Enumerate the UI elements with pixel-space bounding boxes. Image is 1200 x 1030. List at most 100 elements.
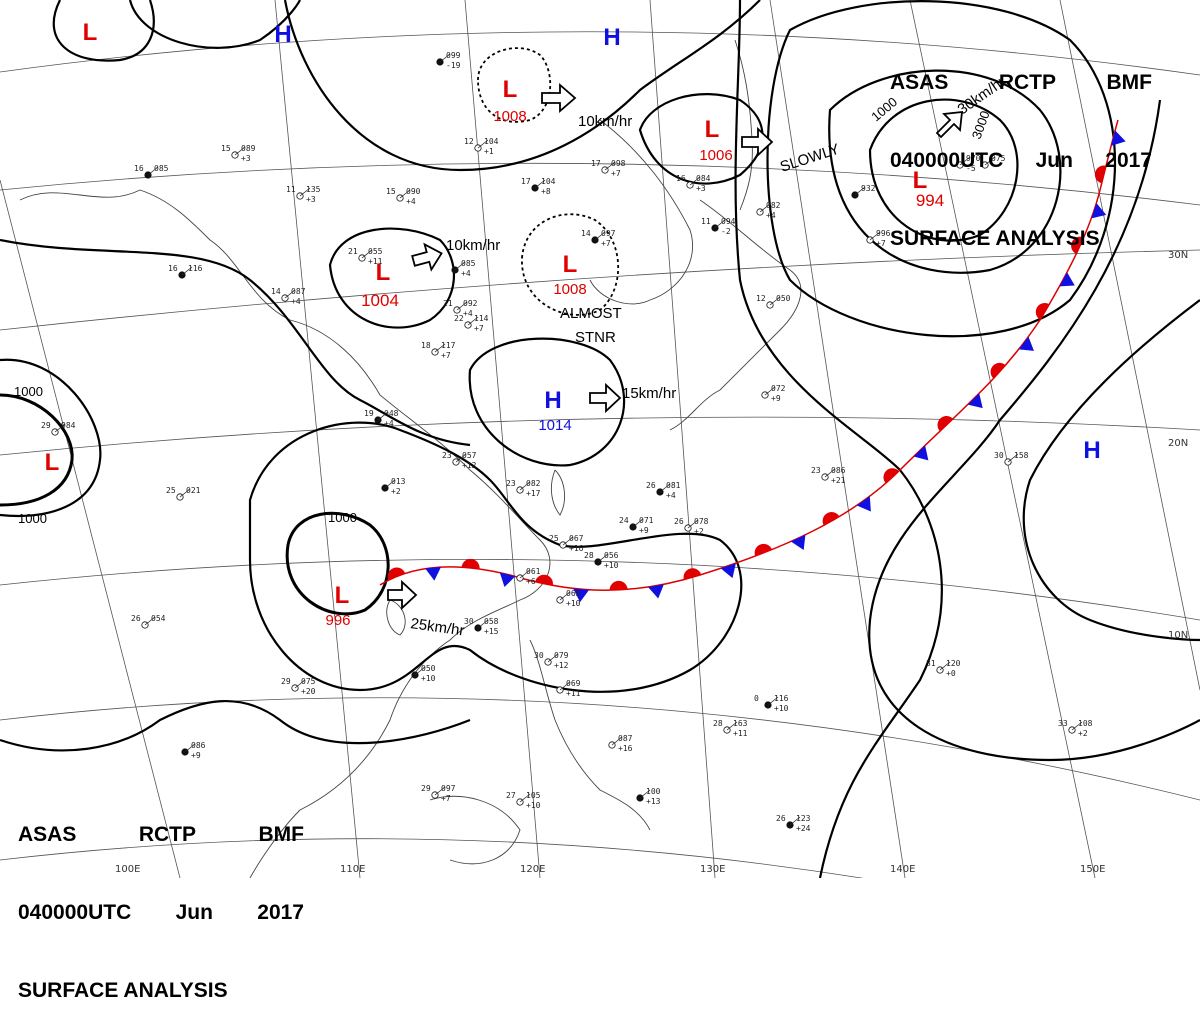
coast-borneo — [429, 795, 521, 865]
station-pressure: 104 — [541, 177, 556, 186]
coast-taiwan — [550, 469, 566, 516]
station-tendency: +0 — [946, 669, 956, 678]
station-pressure: 120 — [946, 659, 961, 668]
warm-front-symbol — [609, 580, 628, 591]
pressure-value: 1006 — [699, 147, 732, 164]
station-tendency: +10 — [774, 704, 789, 713]
wind-barb — [519, 481, 531, 491]
station-temperature: 33 — [1058, 719, 1068, 728]
station-tendency: -2 — [721, 227, 731, 236]
isobar — [248, 421, 743, 693]
station-tendency: +10 — [566, 599, 581, 608]
station-pressure: 048 — [384, 409, 399, 418]
station-pressure: 021 — [186, 486, 201, 495]
low-pressure-marker: L — [705, 116, 720, 143]
motion-arrow — [589, 382, 622, 414]
station-temperature: 12 — [464, 137, 474, 146]
front-symbols — [387, 130, 1126, 603]
station-pressure: 086 — [831, 466, 846, 475]
station-tendency: +10 — [526, 801, 541, 810]
wind-barb — [456, 301, 468, 311]
warm-front-symbol — [535, 574, 553, 586]
wind-barb — [477, 139, 489, 149]
station-plot: 061+6 — [516, 567, 541, 586]
wind-barb — [547, 653, 559, 663]
wind-barb — [184, 743, 196, 753]
cold-front-symbol — [1091, 203, 1107, 219]
low-pressure-marker: L — [335, 582, 350, 609]
station-pressure: 058 — [484, 617, 499, 626]
lon-label: 150E — [1080, 864, 1105, 875]
wind-barb — [789, 816, 801, 826]
lon-label: 130E — [700, 864, 725, 875]
coast-hainan — [386, 599, 406, 636]
station-temperature: 11 — [286, 185, 296, 194]
station-temperature: 29 — [281, 677, 291, 686]
wind-barb — [687, 519, 699, 529]
station-temperature: 21 — [348, 247, 358, 256]
station-plot: 26 081+4 — [646, 481, 681, 500]
station-tendency: +11 — [733, 729, 748, 738]
station-pressure: 072 — [771, 384, 786, 393]
wind-barb — [454, 261, 466, 271]
wind-barb — [759, 203, 771, 213]
station-plot: 16 084+3 — [676, 174, 711, 193]
cold-front-symbol — [499, 572, 516, 588]
wind-barb — [689, 176, 701, 186]
wind-barb — [1071, 721, 1083, 731]
isobar-label: 1000 — [18, 511, 47, 526]
isobar — [0, 700, 471, 752]
header-product: ASAS — [890, 71, 949, 94]
station-tendency: +6 — [526, 577, 536, 586]
wind-barb — [439, 53, 451, 63]
cold-front-symbol — [425, 566, 442, 581]
station-plot: 21 055+11 — [348, 247, 383, 266]
wind-barb — [294, 679, 306, 689]
station-pressure: 075 — [991, 154, 1006, 163]
station-temperature: 26 — [646, 481, 656, 490]
station-plot: 30 058+15 — [464, 617, 499, 636]
station-pressure: 105 — [526, 791, 541, 800]
header-top-line1: ASAS RCTP BMF — [890, 70, 1152, 96]
station-pressure: 158 — [1014, 451, 1029, 460]
station-temperature: 21 — [443, 299, 453, 308]
station-pressure: 097 — [441, 784, 456, 793]
wind-barb — [467, 316, 479, 326]
station-plot: 970-5 — [956, 154, 981, 173]
station-tendency: +11 — [566, 689, 581, 698]
wind-barb — [854, 186, 866, 196]
station-temperature: 26 — [776, 814, 786, 823]
station-plot: 30 158 — [994, 451, 1029, 466]
station-plot: 23 086+21 — [811, 466, 846, 485]
station-tendency: +8 — [541, 187, 551, 196]
station-tendency: +9 — [191, 751, 201, 760]
station-temperature: 30 — [464, 617, 474, 626]
motion-arrow — [741, 126, 774, 158]
isobar — [283, 0, 761, 172]
station-temperature: 15 — [386, 187, 396, 196]
station-plot: 996+7 — [866, 229, 891, 248]
station-pressure: 984 — [61, 421, 76, 430]
station-pressure: 114 — [474, 314, 489, 323]
wind-barb — [559, 591, 571, 601]
wind-barb — [455, 453, 467, 463]
warm-front-symbol — [883, 468, 900, 484]
station-tendency: +13 — [646, 797, 661, 806]
station-plot: 087+16 — [608, 734, 633, 753]
station-pressure: 078 — [694, 517, 709, 526]
station-plot: 932 — [851, 184, 876, 199]
wind-barb — [434, 343, 446, 353]
station-plot: 075 — [981, 154, 1006, 169]
station-temperature: 23 — [811, 466, 821, 475]
lon-line — [909, 0, 1096, 878]
station-plot: 23 082+17 — [506, 479, 541, 498]
station-pressure: 097 — [601, 229, 616, 238]
station-tendency: +7 — [474, 324, 484, 333]
station-plot: 25 067+16 — [549, 534, 584, 553]
isobar — [1022, 299, 1200, 642]
wind-barb — [597, 553, 609, 563]
header-year: 2017 — [257, 901, 304, 924]
coast-philippines — [529, 639, 651, 831]
high-pressure-marker: H — [544, 387, 561, 414]
station-plot: 28 163+11 — [713, 719, 748, 738]
